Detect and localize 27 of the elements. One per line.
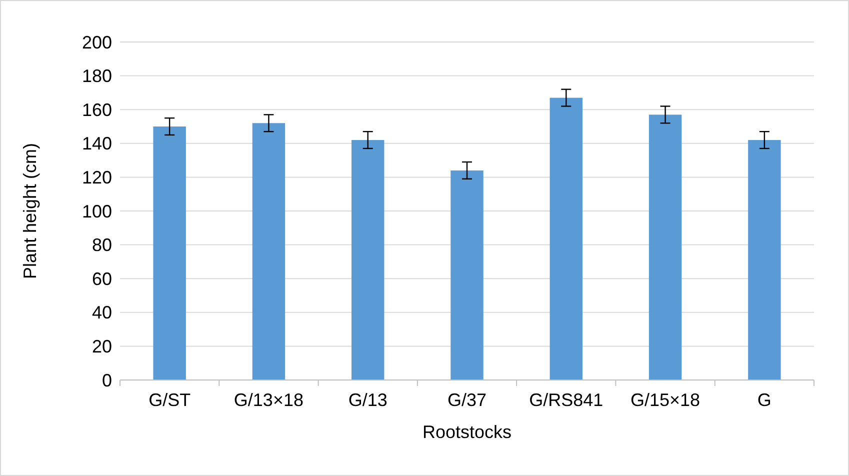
x-tick-label: G/ST (148, 390, 191, 410)
y-tick-label: 120 (82, 168, 112, 188)
y-tick-label: 160 (82, 100, 112, 120)
x-tick-label: G/13×18 (234, 390, 304, 410)
y-tick-label: 20 (92, 336, 112, 356)
bar (450, 170, 484, 380)
y-tick-label: 140 (82, 134, 112, 154)
x-tick-label: G (757, 390, 772, 410)
x-tick-label: G/13 (348, 390, 388, 410)
x-axis-title: Rootstocks (422, 422, 512, 442)
bar (748, 140, 781, 380)
y-tick-label: 200 (82, 32, 112, 52)
y-tick-label: 80 (92, 235, 112, 256)
x-tick-label: G/RS841 (529, 390, 604, 410)
x-tick-label: G/15×18 (630, 390, 700, 410)
y-tick-label: 40 (92, 302, 112, 323)
bar (550, 98, 582, 380)
y-tick-label: 60 (92, 268, 112, 289)
x-tick-label: G/37 (447, 390, 487, 410)
y-axis-title: Plant height (cm) (20, 142, 40, 280)
bar (648, 114, 682, 380)
y-tick-label: 0 (102, 370, 112, 390)
bar (153, 126, 186, 380)
bar (252, 123, 286, 380)
bar (352, 140, 384, 380)
y-tick-label: 100 (82, 201, 112, 222)
y-tick-label: 180 (82, 66, 112, 86)
